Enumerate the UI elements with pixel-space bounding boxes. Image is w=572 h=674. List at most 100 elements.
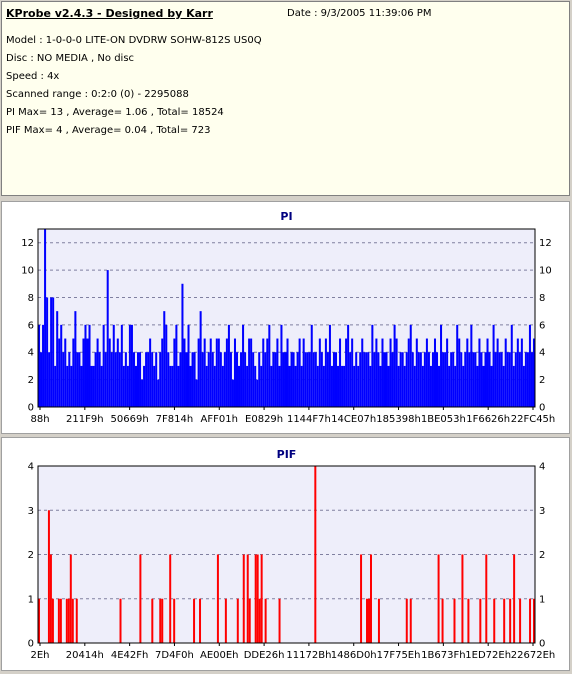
data-bar [381, 338, 384, 407]
x-tick-label: 11172Bh [286, 650, 331, 661]
data-bar [510, 324, 513, 407]
data-bar [179, 352, 182, 407]
data-bar [51, 598, 54, 643]
data-bar [409, 598, 412, 643]
data-bar [88, 324, 91, 407]
data-bar [514, 352, 517, 407]
data-bar [199, 311, 202, 407]
chart-title: PI [280, 210, 292, 223]
data-bar [361, 338, 364, 407]
data-bar [145, 352, 148, 407]
data-bar [211, 352, 214, 407]
data-bar [508, 352, 511, 407]
data-bar [193, 598, 196, 643]
data-bar [189, 365, 192, 407]
data-bar [98, 352, 101, 407]
data-bar [219, 352, 222, 407]
data-bar [120, 324, 123, 407]
data-bar [324, 338, 327, 407]
data-bar [217, 338, 220, 407]
data-bar [183, 338, 186, 407]
data-bar [425, 338, 428, 407]
data-bar [169, 554, 172, 643]
data-bar [86, 338, 89, 407]
data-bar [59, 598, 62, 643]
data-bar [227, 324, 230, 407]
data-bar [448, 365, 451, 407]
data-bar [493, 598, 496, 643]
data-bar [274, 352, 277, 407]
data-bar [163, 311, 166, 407]
data-bar [157, 379, 160, 407]
data-bar [351, 338, 354, 407]
data-bar [387, 365, 390, 407]
data-bar [423, 352, 426, 407]
data-bar [393, 324, 396, 407]
data-bar [284, 352, 287, 407]
x-tick-label: AFF01h [201, 414, 238, 425]
y-tick-label-left: 0 [28, 403, 34, 414]
data-bar [478, 338, 481, 407]
x-tick-label: 20414h [66, 650, 104, 661]
x-tick-label: 2Eh [30, 650, 49, 661]
data-bar [314, 352, 317, 407]
data-bar [490, 365, 493, 407]
data-bar [472, 352, 475, 407]
data-bar [383, 352, 386, 407]
x-tick-label: 211F9h [66, 414, 104, 425]
data-bar [173, 598, 176, 643]
data-bar [119, 598, 122, 643]
data-bar [191, 352, 194, 407]
data-bar [518, 352, 521, 407]
data-bar [433, 338, 436, 407]
data-bar [205, 365, 208, 407]
data-bar [256, 379, 259, 407]
data-bar [377, 598, 380, 643]
data-bar [522, 365, 525, 407]
y-tick-label-right: 2 [539, 550, 545, 561]
data-bar [159, 352, 162, 407]
data-bar [270, 365, 273, 407]
data-bar [96, 338, 99, 407]
data-bar [401, 352, 404, 407]
pi-stats-line: PI Max= 13 , Average= 1.06 , Total= 1852… [6, 107, 224, 118]
data-bar [298, 338, 301, 407]
data-bar [151, 352, 154, 407]
data-bar [139, 352, 142, 407]
data-bar [415, 338, 418, 407]
data-bar [171, 365, 174, 407]
data-bar [52, 297, 55, 407]
data-bar [453, 598, 456, 643]
y-tick-label-right: 2 [539, 375, 545, 386]
chart-title: PIF [277, 448, 297, 461]
x-tick-label: 22672Eh [511, 650, 555, 661]
data-bar [38, 324, 41, 407]
data-bar [60, 324, 63, 407]
data-bar [437, 554, 440, 643]
x-tick-label: 14CE07h [331, 414, 376, 425]
data-bar [509, 598, 512, 643]
data-bar [82, 338, 85, 407]
data-bar [278, 598, 281, 643]
data-bar [512, 365, 515, 407]
data-bar [64, 338, 67, 407]
data-bar [102, 324, 105, 407]
data-bar [312, 352, 315, 407]
data-bar [42, 324, 45, 407]
data-bar [62, 352, 65, 407]
data-bar [139, 554, 142, 643]
y-tick-label-left: 3 [28, 506, 34, 517]
data-bar [167, 352, 170, 407]
data-bar [454, 365, 457, 407]
data-bar [248, 338, 251, 407]
data-bar [132, 352, 135, 407]
data-bar [169, 365, 172, 407]
y-tick-label-left: 4 [28, 462, 34, 473]
scanned-range-line: Scanned range : 0:2:0 (0) - 2295088 [6, 89, 189, 100]
data-bar [466, 338, 469, 407]
data-bar [84, 324, 87, 407]
y-tick-label-right: 0 [539, 403, 545, 414]
data-bar [496, 338, 499, 407]
data-bar [413, 365, 416, 407]
data-bar [124, 352, 127, 407]
